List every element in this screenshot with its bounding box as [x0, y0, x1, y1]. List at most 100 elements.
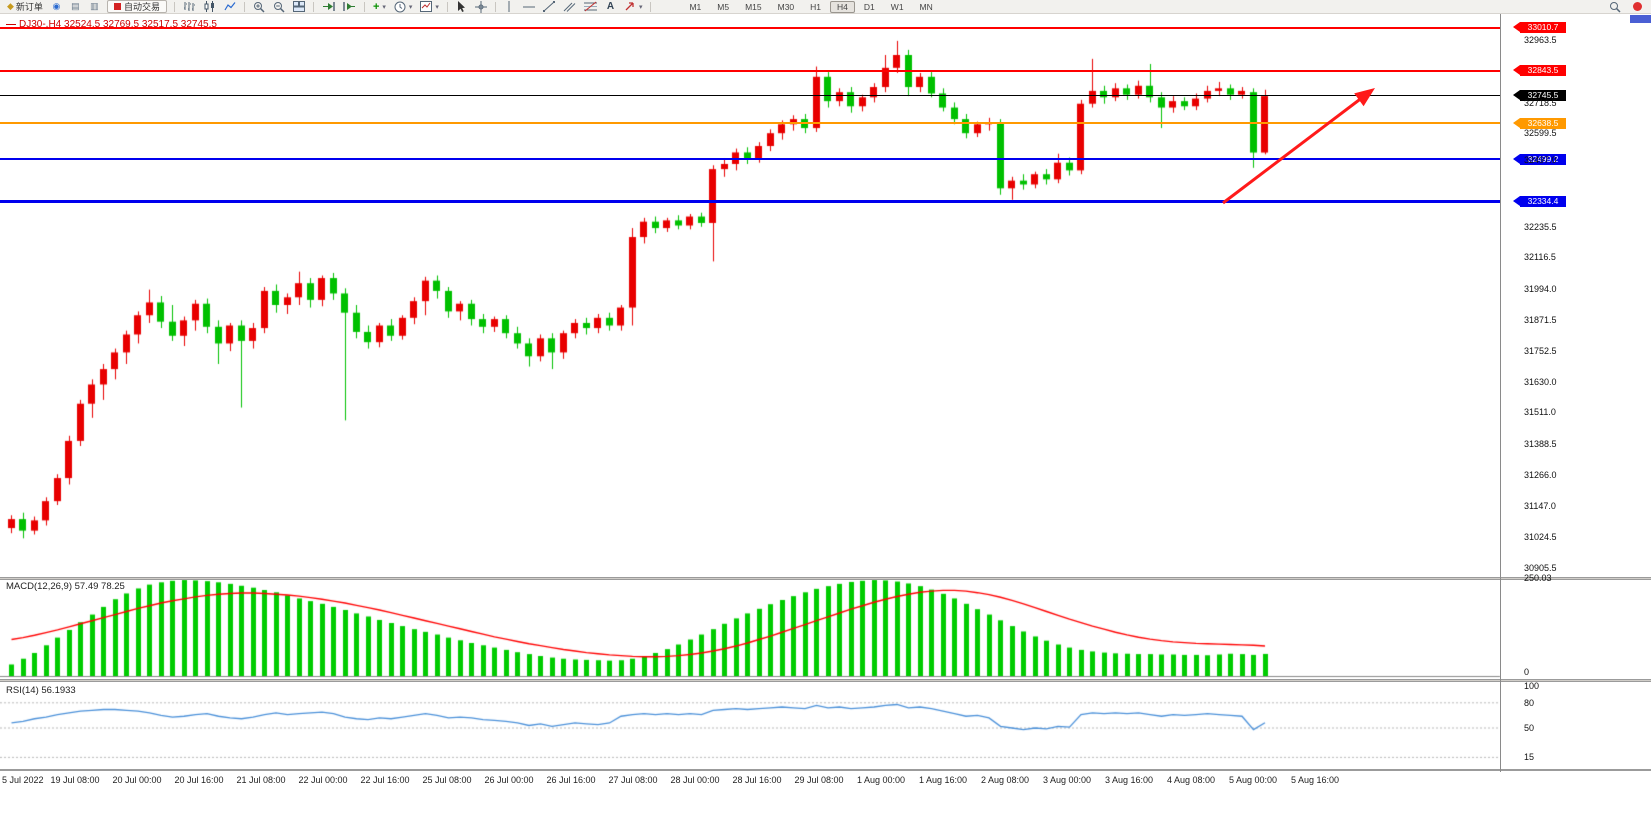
- channel-icon[interactable]: [561, 0, 578, 13]
- toolbar-separator: [494, 1, 496, 12]
- rsi-panel-separator[interactable]: [0, 679, 1651, 682]
- price-badge-33010.7: 33010.7: [1513, 22, 1566, 34]
- price-tick-32116.5: 32116.5: [1524, 252, 1556, 263]
- templates-button[interactable]: ▾: [418, 0, 441, 13]
- template-icon: [420, 1, 433, 12]
- chart-shift-icon[interactable]: [341, 0, 358, 13]
- periods-button[interactable]: ▾: [392, 0, 415, 13]
- timeframe-M5[interactable]: M5: [710, 1, 736, 13]
- rsi-level-100: 100: [1524, 681, 1540, 691]
- tile-windows-icon[interactable]: [291, 0, 307, 13]
- macd-axis-min: 0: [1524, 667, 1530, 677]
- autotrade-stop-icon: [113, 3, 121, 10]
- price-badge-32499.2: 32499.2: [1513, 153, 1566, 165]
- toolbar-right-group: [1605, 0, 1648, 13]
- search-icon[interactable]: [1607, 0, 1623, 13]
- clock-icon: [394, 1, 406, 12]
- price-line-32843.5[interactable]: [0, 69, 1500, 72]
- autotrade-button[interactable]: 自动交易: [106, 0, 167, 13]
- chevron-down-icon: ▾: [638, 3, 643, 11]
- horizontal-line-icon[interactable]: [521, 0, 537, 13]
- trendline-icon[interactable]: [541, 0, 557, 13]
- timeframe-H4[interactable]: H4: [830, 0, 855, 13]
- time-label: 1 Aug 16:00: [918, 775, 968, 785]
- toolbar-separator: [243, 1, 245, 12]
- price-axis[interactable]: 250.03 0 33010.7 32843.5 32745.5 32638.5 324…: [1500, 14, 1651, 772]
- time-label: 28 Jul 00:00: [670, 775, 720, 785]
- fibonacci-icon[interactable]: [582, 0, 599, 13]
- scrollbar-thumb[interactable]: [1630, 15, 1651, 23]
- arrows-tool-icon[interactable]: ▾: [622, 0, 645, 13]
- crosshair-icon[interactable]: [473, 0, 489, 13]
- time-label: 22 Jul 00:00: [298, 775, 348, 785]
- line-chart-icon[interactable]: [222, 0, 238, 13]
- rsi-level-80: 80: [1524, 697, 1535, 708]
- profile-icon[interactable]: ◉: [52, 1, 61, 11]
- trend-arrow-annotation[interactable]: [1205, 75, 1395, 215]
- timeframe-D1[interactable]: D1: [857, 1, 882, 13]
- price-tick-32718.5: 32718.5: [1524, 97, 1557, 108]
- chevron-down-icon: ▾: [435, 3, 439, 11]
- time-label: 20 Jul 00:00: [112, 775, 162, 785]
- timeframe-W1[interactable]: W1: [884, 1, 911, 13]
- axis-border: [1500, 14, 1501, 772]
- time-axis[interactable]: 5 Jul 2022 19 Jul 08:00 20 Jul 00:00 20 Jul…: [0, 772, 1500, 790]
- price-tick-31752.5: 31752.5: [1524, 345, 1557, 356]
- macd-panel-separator[interactable]: [0, 577, 1651, 580]
- time-label: 26 Jul 00:00: [484, 775, 534, 785]
- rsi-label: RSI(14) 56.1933: [6, 685, 76, 696]
- timeframe-M1[interactable]: M1: [682, 1, 708, 13]
- price-tick-31511.0: 31511.0: [1524, 407, 1556, 418]
- title-marker: —: [6, 19, 16, 30]
- time-label: 20 Jul 16:00: [174, 775, 224, 785]
- price-line-32499.2[interactable]: [0, 158, 1500, 161]
- chevron-down-icon: ▾: [408, 3, 413, 11]
- price-line-33010.7[interactable]: [0, 26, 1500, 29]
- toolbar-separator: [650, 1, 652, 12]
- time-label: 21 Jul 08:00: [236, 775, 286, 785]
- toolbar-separator: [312, 1, 314, 12]
- chevron-down-icon: ▾: [382, 3, 386, 11]
- price-line-32638.5[interactable]: [0, 122, 1500, 125]
- toolbar-separator: [446, 1, 448, 12]
- toolbar: ◆ 新订单 ◉ ▤ ▥ 自动交易 + ▾ ▾ ▾ A ▾: [0, 0, 1651, 14]
- timeframe-MN[interactable]: MN: [913, 1, 940, 13]
- time-label: 19 Jul 08:00: [50, 775, 100, 785]
- time-label: 5 Aug 00:00: [1228, 775, 1278, 785]
- price-tick-31024.5: 31024.5: [1524, 532, 1557, 543]
- price-badge-32334.4: 32334.4: [1513, 195, 1566, 207]
- price-tick-32235.5: 32235.5: [1524, 221, 1557, 232]
- timeframe-H1[interactable]: H1: [803, 1, 828, 13]
- macd-label: MACD(12,26,9) 57.49 78.25: [6, 581, 125, 592]
- timeframe-M15[interactable]: M15: [738, 1, 769, 13]
- timeframe-M30[interactable]: M30: [771, 1, 802, 13]
- cursor-icon[interactable]: [454, 0, 469, 13]
- zoom-in-icon[interactable]: [251, 0, 267, 13]
- rsi-level-50: 50: [1524, 723, 1535, 733]
- price-tick-30905.5: 30905.5: [1524, 562, 1557, 573]
- macd-axis-max: 250.03: [1524, 573, 1552, 583]
- indicators-button[interactable]: + ▾: [371, 0, 388, 13]
- notification-badge[interactable]: [1633, 2, 1642, 11]
- zoom-out-icon[interactable]: [271, 0, 287, 13]
- text-tool-icon[interactable]: A: [606, 1, 615, 12]
- vertical-line-icon[interactable]: [502, 0, 517, 13]
- candlestick-chart-icon[interactable]: [201, 0, 218, 13]
- market-watch-icon[interactable]: ▤: [71, 1, 80, 11]
- new-order-button[interactable]: ◆ 新订单: [5, 0, 45, 13]
- new-order-icon: ◆: [7, 1, 14, 11]
- toolbar-separator: [363, 1, 365, 12]
- price-tick-31994.0: 31994.0: [1524, 283, 1557, 294]
- price-line-32745.5[interactable]: [0, 95, 1500, 97]
- auto-scroll-icon[interactable]: [320, 0, 337, 13]
- price-line-32334.4[interactable]: [0, 199, 1500, 203]
- chart-title-text: DJ30-,H4 32524.5 32769.5 32517.5 32745.5: [19, 19, 217, 30]
- time-axis-separator: [0, 769, 1651, 771]
- terminal-icon[interactable]: ▥: [90, 1, 99, 11]
- price-tick-31388.5: 31388.5: [1524, 438, 1557, 449]
- bar-chart-icon[interactable]: [181, 0, 197, 13]
- time-label: 25 Jul 08:00: [422, 775, 472, 785]
- price-tick-32497.0: 32497.0: [1524, 154, 1557, 165]
